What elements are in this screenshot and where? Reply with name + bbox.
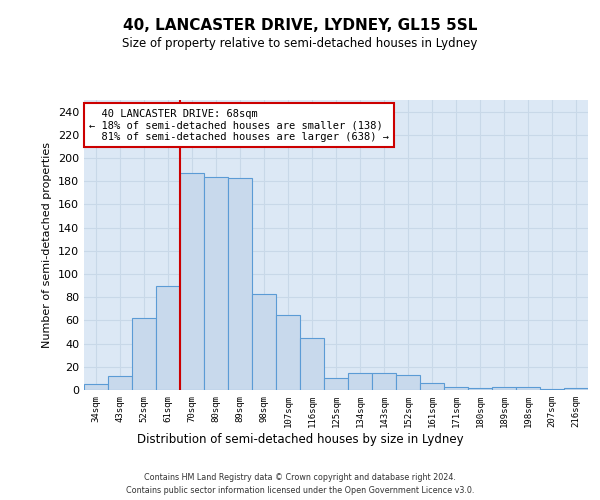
- Bar: [396, 375, 420, 390]
- Text: Size of property relative to semi-detached houses in Lydney: Size of property relative to semi-detach…: [122, 38, 478, 51]
- Bar: [540, 389, 564, 390]
- Bar: [132, 318, 156, 390]
- Text: Contains HM Land Registry data © Crown copyright and database right 2024.: Contains HM Land Registry data © Crown c…: [144, 472, 456, 482]
- Text: 40 LANCASTER DRIVE: 68sqm
← 18% of semi-detached houses are smaller (138)
  81% : 40 LANCASTER DRIVE: 68sqm ← 18% of semi-…: [89, 108, 389, 142]
- Bar: [276, 314, 300, 390]
- Text: 40, LANCASTER DRIVE, LYDNEY, GL15 5SL: 40, LANCASTER DRIVE, LYDNEY, GL15 5SL: [123, 18, 477, 32]
- Bar: [492, 386, 516, 390]
- Y-axis label: Number of semi-detached properties: Number of semi-detached properties: [43, 142, 52, 348]
- Bar: [348, 372, 372, 390]
- Bar: [180, 173, 204, 390]
- Bar: [372, 372, 396, 390]
- Bar: [228, 178, 252, 390]
- Bar: [300, 338, 324, 390]
- Bar: [468, 388, 492, 390]
- Text: Distribution of semi-detached houses by size in Lydney: Distribution of semi-detached houses by …: [137, 432, 463, 446]
- Text: Contains public sector information licensed under the Open Government Licence v3: Contains public sector information licen…: [126, 486, 474, 495]
- Bar: [564, 388, 588, 390]
- Bar: [252, 294, 276, 390]
- Bar: [204, 176, 228, 390]
- Bar: [516, 386, 540, 390]
- Bar: [84, 384, 108, 390]
- Bar: [156, 286, 180, 390]
- Bar: [420, 383, 444, 390]
- Bar: [108, 376, 132, 390]
- Bar: [444, 386, 468, 390]
- Bar: [324, 378, 348, 390]
